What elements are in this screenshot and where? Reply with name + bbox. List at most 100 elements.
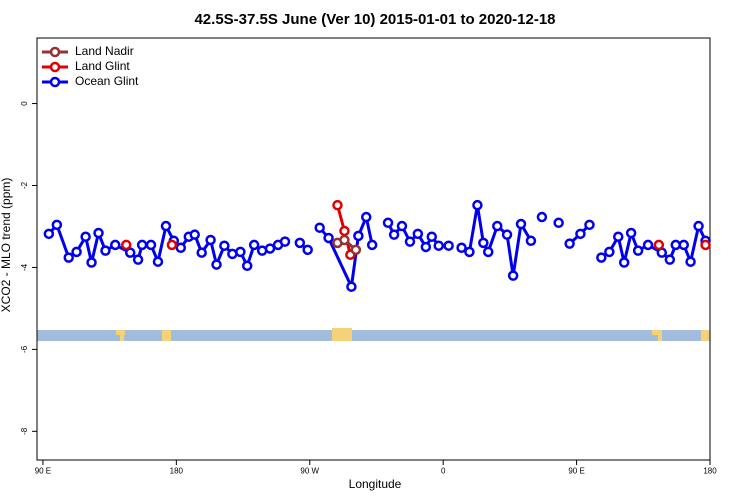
data-point xyxy=(124,247,136,258)
legend-swatch-marker xyxy=(49,46,61,58)
data-point xyxy=(264,243,276,254)
data-point xyxy=(596,252,607,263)
data-point xyxy=(612,231,624,242)
data-point xyxy=(219,240,230,251)
data-point xyxy=(63,252,74,263)
data-point xyxy=(227,248,238,260)
data-point xyxy=(93,227,104,239)
legend-label: Land Glint xyxy=(75,59,130,73)
data-point xyxy=(396,220,408,232)
data-point xyxy=(323,232,334,244)
data-point xyxy=(575,228,586,240)
data-point xyxy=(388,229,400,240)
data-point xyxy=(132,254,144,265)
data-point xyxy=(678,239,690,251)
data-point xyxy=(248,239,260,251)
data-point xyxy=(314,222,325,233)
data-point xyxy=(120,239,132,251)
data-point xyxy=(685,256,696,267)
data-point xyxy=(294,237,306,249)
legend-swatch-marker xyxy=(49,76,61,88)
x-tick-label: 180 xyxy=(703,467,717,476)
data-point xyxy=(110,239,121,251)
data-point xyxy=(412,228,424,240)
data-point xyxy=(302,244,313,256)
x-tick-label: 90 E xyxy=(35,467,51,476)
legend-label: Land Nadir xyxy=(75,44,134,58)
y-tick-label: -2 xyxy=(20,181,29,189)
data-point xyxy=(279,236,291,247)
data-point xyxy=(507,270,519,281)
data-point xyxy=(478,237,489,249)
y-tick-label: -4 xyxy=(20,263,29,271)
data-point xyxy=(346,281,357,292)
data-point xyxy=(642,239,654,251)
data-point xyxy=(235,246,246,258)
data-point xyxy=(501,229,513,240)
data-point xyxy=(160,220,172,232)
chart-title: 42.5S-37.5S June (Ver 10) 2015-01-01 to … xyxy=(194,11,555,28)
legend-label: Ocean Glint xyxy=(75,74,139,88)
data-point xyxy=(43,228,55,240)
data-point xyxy=(553,217,564,229)
x-axis-label: Longitude xyxy=(349,477,402,491)
x-tick-label: 90 E xyxy=(568,467,584,476)
plot-frame xyxy=(36,37,711,461)
data-point xyxy=(339,234,350,246)
data-point xyxy=(693,220,704,232)
y-tick-label: -8 xyxy=(20,427,29,435)
y-axis-label: XCO2 - MLO trend (ppm) xyxy=(0,178,13,313)
data-point xyxy=(332,199,343,211)
data-point xyxy=(433,240,444,251)
data-point xyxy=(241,260,253,272)
x-tick-label: 90 W xyxy=(300,467,319,476)
data-point xyxy=(653,239,665,251)
data-point xyxy=(420,241,432,253)
data-point xyxy=(584,219,595,231)
x-tick-label: 180 xyxy=(170,467,184,476)
data-point xyxy=(360,211,372,223)
data-point xyxy=(456,242,467,254)
data-point xyxy=(339,225,350,237)
data-point xyxy=(382,217,394,229)
data-point xyxy=(492,220,503,232)
data-point xyxy=(700,239,711,251)
data-point xyxy=(515,218,527,230)
data-point xyxy=(625,227,637,239)
y-tick-label: -6 xyxy=(20,345,29,353)
legend-swatch-marker xyxy=(49,61,61,73)
data-point xyxy=(443,240,454,251)
x-tick-label: 0 xyxy=(441,467,446,476)
data-point xyxy=(196,247,207,258)
data-point xyxy=(175,242,187,254)
data-point xyxy=(482,246,494,258)
data-point xyxy=(366,239,378,251)
data-point xyxy=(211,259,222,270)
data-point xyxy=(564,238,575,249)
data-point xyxy=(404,236,416,247)
data-point xyxy=(189,229,200,240)
data-point xyxy=(525,235,537,247)
data-point xyxy=(136,239,148,251)
data-point xyxy=(604,246,615,258)
data-point xyxy=(632,245,644,256)
y-tick-label: 0 xyxy=(20,101,29,106)
data-point xyxy=(145,239,157,251)
land-mask-land xyxy=(116,328,710,341)
data-point xyxy=(86,257,97,268)
series-line xyxy=(460,203,533,278)
data-point xyxy=(472,199,483,211)
data-point xyxy=(205,234,216,246)
data-point xyxy=(71,246,82,258)
data-point xyxy=(152,256,164,267)
data-point xyxy=(51,219,63,231)
data-point xyxy=(350,244,362,256)
land-mask-ocean xyxy=(37,330,710,341)
data-point xyxy=(618,257,630,268)
data-point xyxy=(100,245,111,256)
data-point xyxy=(426,231,438,242)
data-point xyxy=(80,231,91,242)
data-point xyxy=(536,211,548,223)
data-point xyxy=(464,246,475,258)
